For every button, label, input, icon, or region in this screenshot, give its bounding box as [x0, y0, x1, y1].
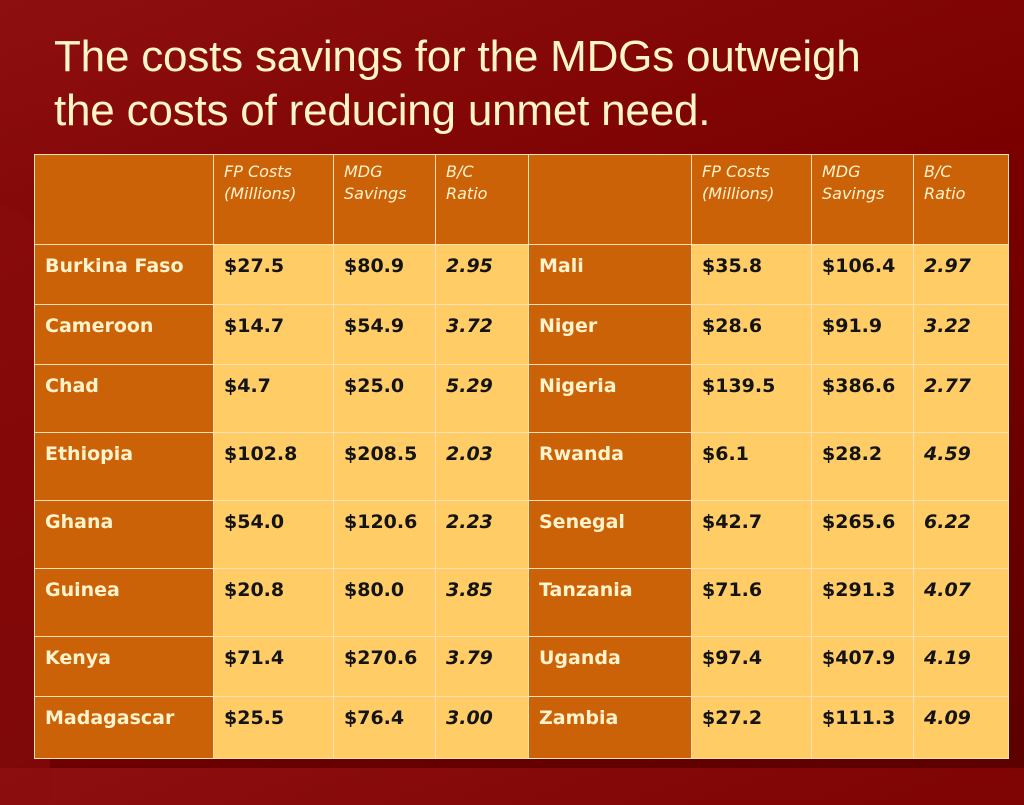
mdg-savings-cell: $54.9 [333, 304, 436, 365]
bc-ratio-cell: 3.22 [913, 304, 1009, 365]
table-row: Ghana $54.0 $120.6 2.23 Senegal $42.7 $265.6 6.… [34, 500, 1009, 569]
fp-costs-cell: $14.7 [213, 304, 334, 365]
mdg-savings-cell: $80.9 [333, 244, 436, 305]
header-fp-costs-label: FP Costs [224, 162, 292, 181]
title-line-2: the costs of reducing unmet need. [54, 86, 711, 135]
fp-costs-cell: $6.1 [691, 432, 812, 501]
mdg-savings-cell: $106.4 [811, 244, 914, 305]
table-row: Guinea $20.8 $80.0 3.85 Tanzania $71.6 $291.3 4… [34, 568, 1009, 637]
fp-costs-cell: $28.6 [691, 304, 812, 365]
bc-ratio-cell: 2.97 [913, 244, 1009, 305]
country-cell: Mali [528, 244, 692, 305]
bc-ratio-cell: 4.09 [913, 696, 1009, 759]
header-fp-costs-label: FP Costs [702, 162, 770, 181]
fp-costs-cell: $102.8 [213, 432, 334, 501]
country-cell: Kenya [34, 636, 214, 697]
country-cell: Uganda [528, 636, 692, 697]
bc-ratio-cell: 3.79 [435, 636, 529, 697]
mdg-savings-cell: $291.3 [811, 568, 914, 637]
fp-costs-cell: $139.5 [691, 364, 812, 433]
country-cell: Madagascar [34, 696, 214, 759]
table-row: Cameroon $14.7 $54.9 3.72 Niger $28.6 $91.9 3.2… [34, 304, 1009, 365]
mdg-savings-cell: $91.9 [811, 304, 914, 365]
bc-ratio-cell: 4.19 [913, 636, 1009, 697]
bc-ratio-cell: 2.23 [435, 500, 529, 569]
bc-ratio-cell: 3.72 [435, 304, 529, 365]
table-row: Chad $4.7 $25.0 5.29 Nigeria $139.5 $386.6 2.77 [34, 364, 1009, 433]
mdg-savings-cell: $386.6 [811, 364, 914, 433]
header-row: FP Costs (Millions) MDG Savings B/C Ratio… [34, 154, 1009, 245]
country-cell: Tanzania [528, 568, 692, 637]
mdg-savings-cell: $270.6 [333, 636, 436, 697]
country-cell: Zambia [528, 696, 692, 759]
mdg-savings-cell: $76.4 [333, 696, 436, 759]
bc-ratio-cell: 2.77 [913, 364, 1009, 433]
bc-ratio-cell: 4.07 [913, 568, 1009, 637]
mdg-savings-cell: $120.6 [333, 500, 436, 569]
fp-costs-cell: $4.7 [213, 364, 334, 433]
country-cell: Nigeria [528, 364, 692, 433]
title-line-1: The costs savings for the MDGs outweigh [54, 32, 861, 81]
country-cell: Cameroon [34, 304, 214, 365]
country-cell: Ethiopia [34, 432, 214, 501]
mdg-savings-cell: $407.9 [811, 636, 914, 697]
country-cell: Niger [528, 304, 692, 365]
bc-ratio-cell: 2.95 [435, 244, 529, 305]
country-cell: Senegal [528, 500, 692, 569]
country-cell: Rwanda [528, 432, 692, 501]
bc-ratio-cell: 3.85 [435, 568, 529, 637]
table-body: FP Costs (Millions) MDG Savings B/C Ratio… [34, 154, 1009, 759]
header-blank-right [528, 154, 692, 245]
fp-costs-cell: $54.0 [213, 500, 334, 569]
country-cell: Chad [34, 364, 214, 433]
slide-title: The costs savings for the MDGs outweigh … [54, 30, 974, 138]
bc-ratio-cell: 6.22 [913, 500, 1009, 569]
mdg-savings-cell: $80.0 [333, 568, 436, 637]
fp-costs-cell: $71.6 [691, 568, 812, 637]
mdg-savings-cell: $28.2 [811, 432, 914, 501]
header-bc-ratio-right: B/C Ratio [913, 154, 1009, 245]
header-fp-costs-unit: (Millions) [702, 184, 775, 203]
fp-costs-cell: $20.8 [213, 568, 334, 637]
table-row: Burkina Faso $27.5 $80.9 2.95 Mali $35.8 $106.… [34, 244, 1009, 305]
header-mdg-savings-right: MDG Savings [811, 154, 914, 245]
header-mdg-savings-left: MDG Savings [333, 154, 436, 245]
table-row: Kenya $71.4 $270.6 3.79 Uganda $97.4 $407.9 4.1… [34, 636, 1009, 697]
fp-costs-cell: $35.8 [691, 244, 812, 305]
mdg-savings-cell: $208.5 [333, 432, 436, 501]
country-cell: Ghana [34, 500, 214, 569]
country-cell: Guinea [34, 568, 214, 637]
fp-costs-cell: $97.4 [691, 636, 812, 697]
mdg-savings-cell: $111.3 [811, 696, 914, 759]
fp-costs-cell: $25.5 [213, 696, 334, 759]
mdg-savings-cell: $265.6 [811, 500, 914, 569]
header-bc-ratio-left: B/C Ratio [435, 154, 529, 245]
country-cell: Burkina Faso [34, 244, 214, 305]
bc-ratio-cell: 5.29 [435, 364, 529, 433]
cost-savings-table: FP Costs (Millions) MDG Savings B/C Ratio… [34, 154, 1009, 759]
header-blank-left [34, 154, 214, 245]
header-fp-costs-unit: (Millions) [224, 184, 297, 203]
bc-ratio-cell: 2.03 [435, 432, 529, 501]
bc-ratio-cell: 4.59 [913, 432, 1009, 501]
table-row: Madagascar $25.5 $76.4 3.00 Zambia $27.2 $111.… [34, 696, 1009, 759]
bc-ratio-cell: 3.00 [435, 696, 529, 759]
header-fp-costs-left: FP Costs (Millions) [213, 154, 334, 245]
fp-costs-cell: $42.7 [691, 500, 812, 569]
header-fp-costs-right: FP Costs (Millions) [691, 154, 812, 245]
fp-costs-cell: $27.5 [213, 244, 334, 305]
table-row: Ethiopia $102.8 $208.5 2.03 Rwanda $6.1 $28.2 4… [34, 432, 1009, 501]
fp-costs-cell: $71.4 [213, 636, 334, 697]
mdg-savings-cell: $25.0 [333, 364, 436, 433]
fp-costs-cell: $27.2 [691, 696, 812, 759]
